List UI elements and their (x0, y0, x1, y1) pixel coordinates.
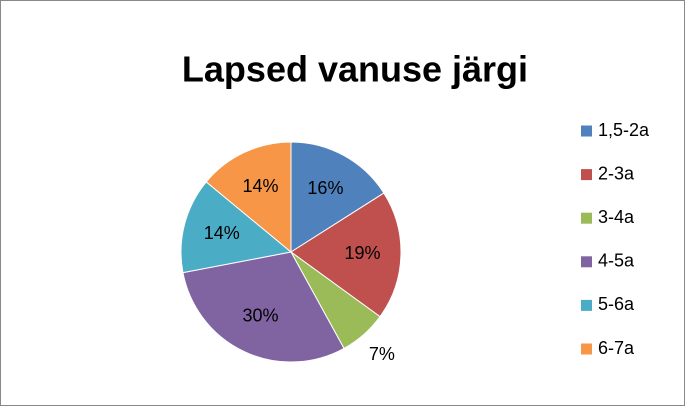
data-label: 7% (369, 344, 395, 364)
chart-title: Lapsed vanuse järgi (182, 49, 528, 90)
legend-swatch (581, 343, 592, 355)
legend-label: 6-7a (598, 338, 635, 358)
legend-label: 5-6a (598, 294, 635, 314)
pie-slice (180, 181, 293, 274)
pie-slice (205, 141, 292, 254)
pie-slice (290, 141, 385, 253)
legend-swatch (581, 299, 592, 311)
pie-slice (290, 192, 402, 318)
legend-swatch (581, 212, 592, 224)
legend-swatch (581, 125, 592, 137)
pie-slice (182, 251, 345, 363)
legend-label: 2-3a (598, 163, 635, 183)
legend-label: 4-5a (598, 251, 635, 271)
data-label: 19% (344, 243, 380, 263)
legend-label: 3-4a (598, 207, 635, 227)
data-label: 14% (243, 176, 279, 196)
data-label: 30% (243, 305, 279, 325)
legend-swatch (581, 256, 592, 268)
legend-label: 1,5-2a (598, 120, 650, 140)
data-label: 14% (204, 223, 240, 243)
legend-swatch (581, 169, 592, 181)
data-label: 16% (307, 178, 343, 198)
